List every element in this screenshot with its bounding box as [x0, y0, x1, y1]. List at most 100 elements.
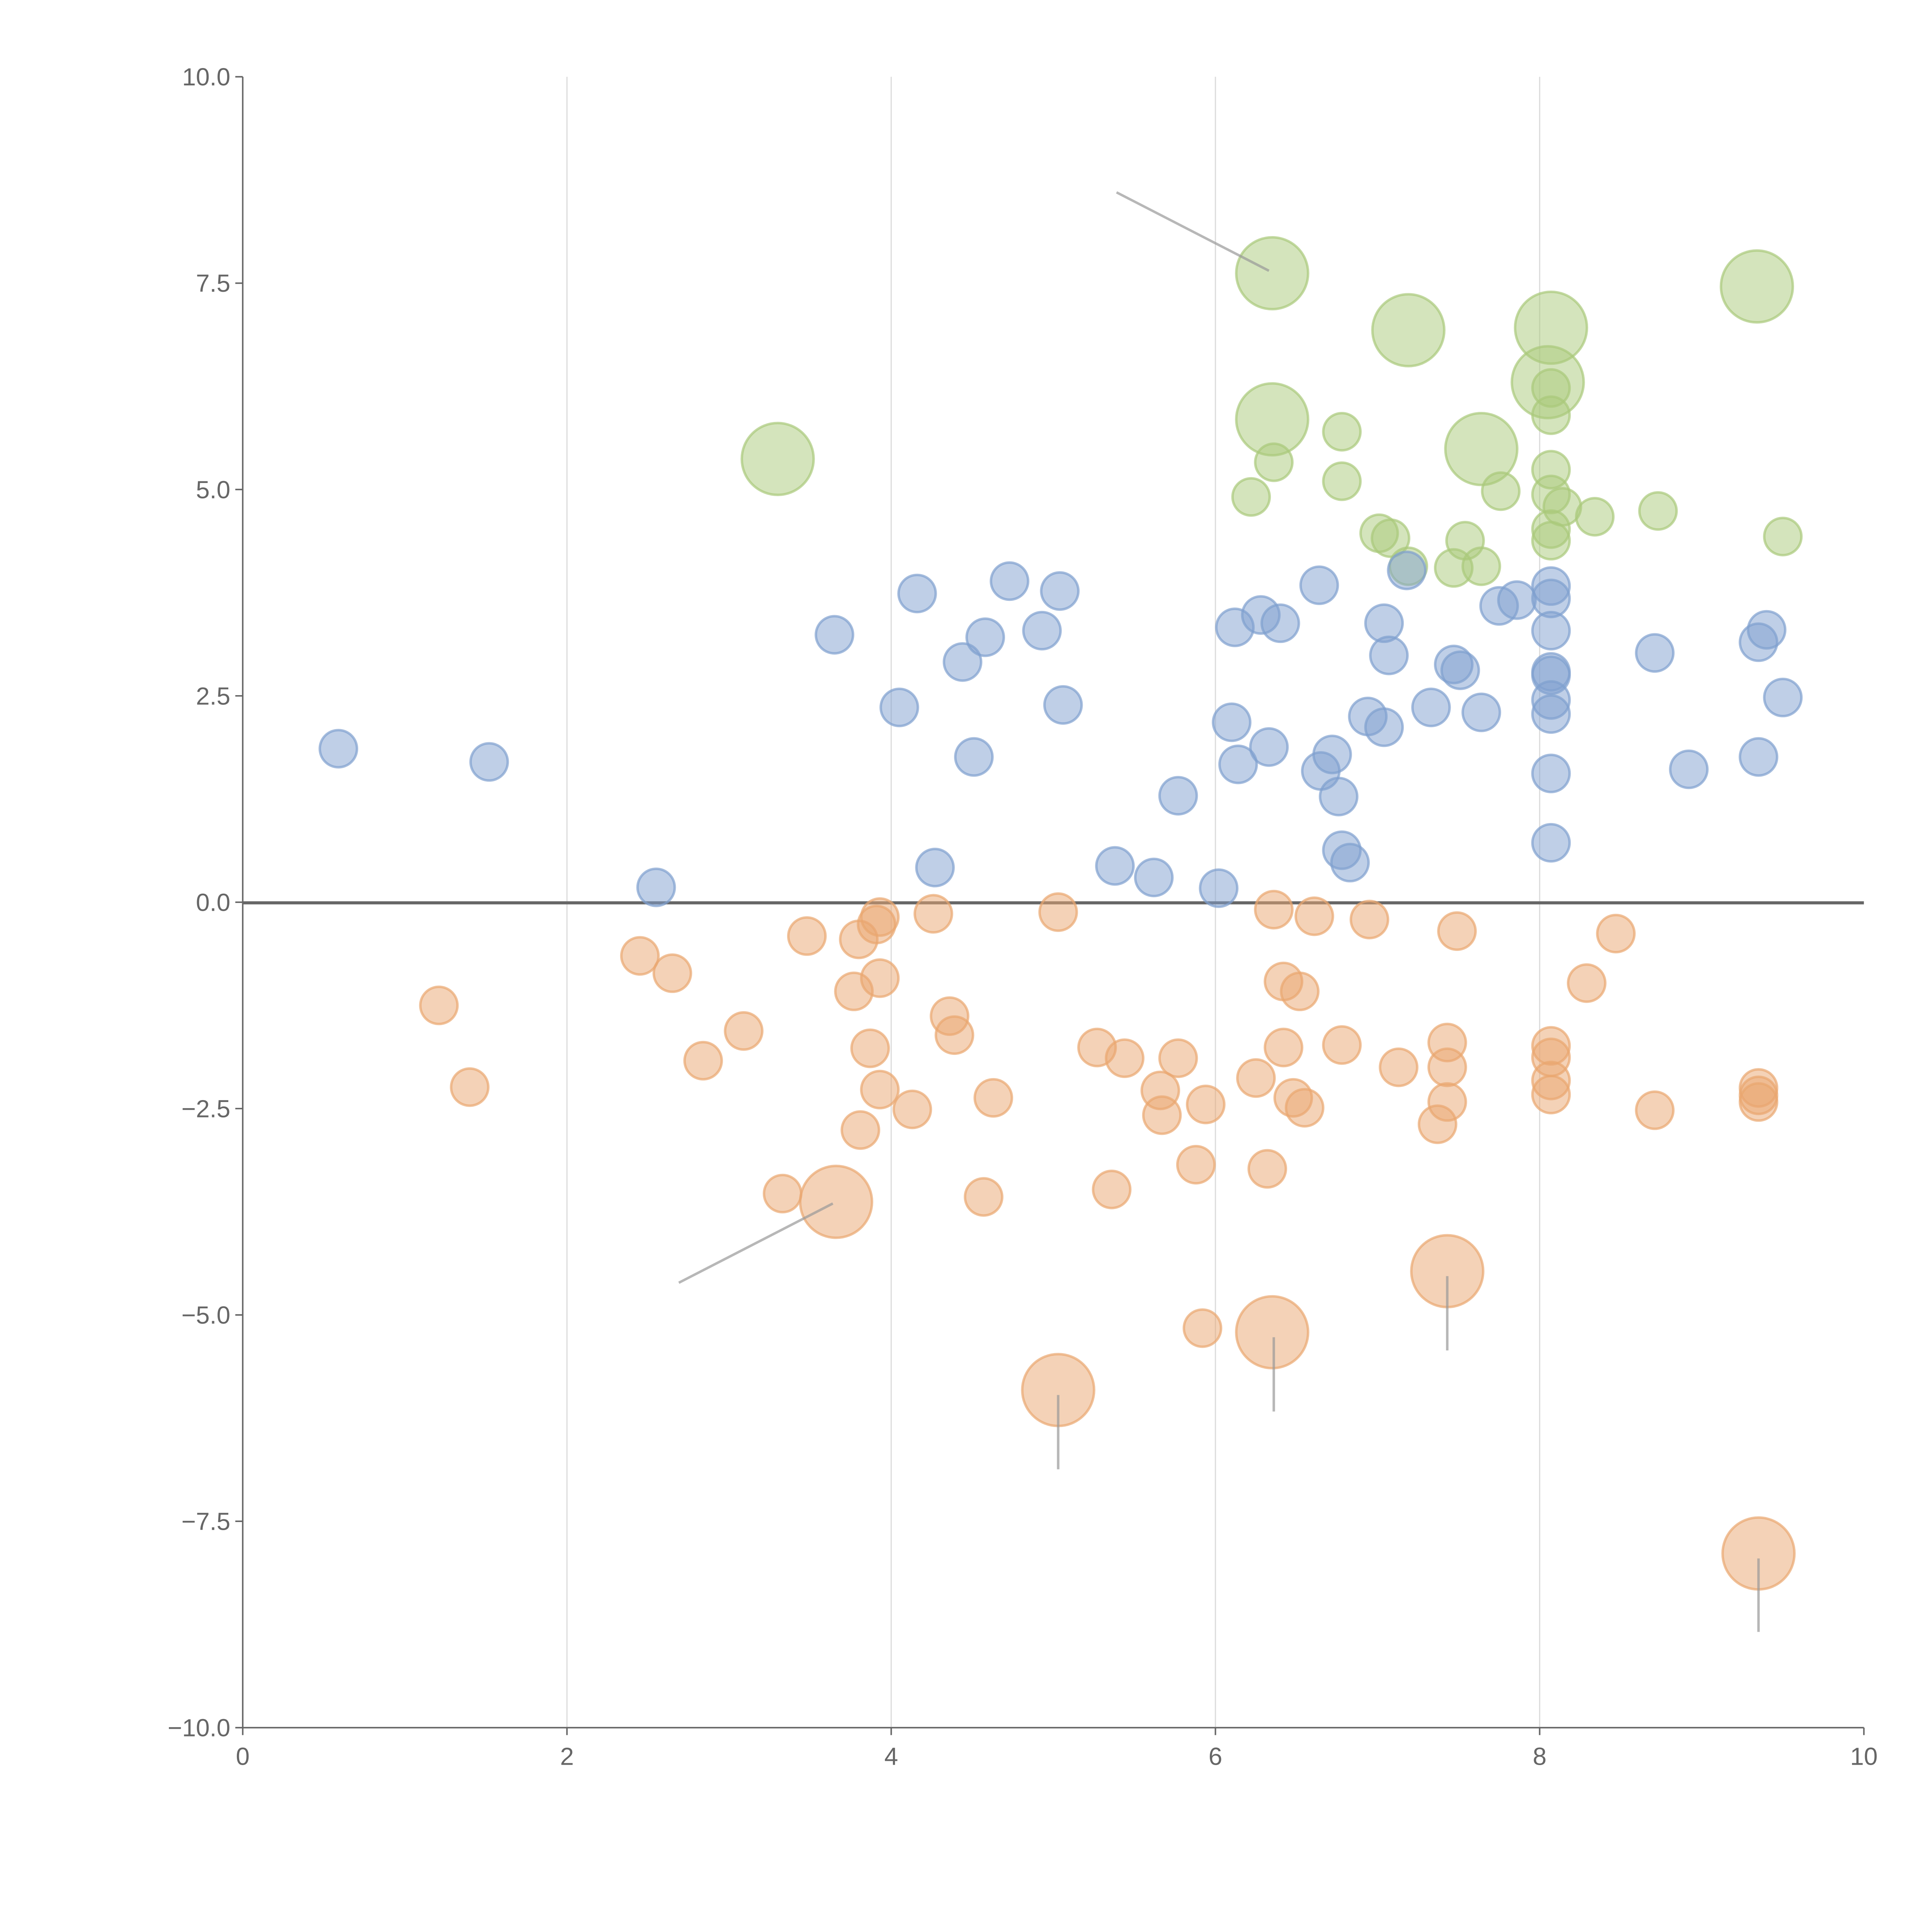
y-tick-label: −10.0 [168, 1714, 230, 1742]
data-point-blue [1461, 692, 1501, 732]
data-point-orange [1236, 1058, 1276, 1098]
data-point-blue [1299, 565, 1339, 605]
data-point-blue [1531, 694, 1571, 734]
data-point-green [1371, 518, 1410, 558]
data-point-orange [1531, 1075, 1571, 1114]
data-point-blue [897, 573, 937, 614]
data-point-blue [1738, 737, 1779, 777]
series-orange [419, 889, 1796, 1591]
data-point-blue [469, 742, 509, 782]
annotation-leader-line [1116, 191, 1270, 272]
data-point-blue [1369, 635, 1409, 675]
data-point-orange [1142, 1095, 1182, 1135]
data-point-green [1638, 491, 1678, 531]
data-point-orange [1182, 1308, 1223, 1348]
data-point-orange [1635, 1090, 1675, 1130]
data-point-orange [1567, 963, 1607, 1003]
data-point-blue [1199, 868, 1239, 908]
annotation-lines [678, 191, 1760, 1632]
data-point-blue [1022, 611, 1062, 651]
data-point-blue [1635, 633, 1675, 673]
data-point-blue [1040, 571, 1080, 611]
data-point-orange [1264, 1027, 1304, 1068]
data-point-orange [683, 1041, 723, 1081]
y-tick-label: 5.0 [196, 476, 230, 503]
data-point-blue [1669, 749, 1709, 789]
data-point-orange [1105, 1038, 1145, 1078]
y-tick-label: 0.0 [196, 888, 230, 916]
y-ticks: 10.0 7.5 5.0 2.5 0.0 −2.5 −5.0 −7.5 −10.0 [168, 63, 243, 1742]
data-point-blue [1043, 685, 1083, 725]
data-point-green [1531, 520, 1571, 561]
series-blue [318, 550, 1803, 908]
data-point-orange [860, 1070, 900, 1110]
data-point-blue [1212, 702, 1252, 742]
data-point-orange [799, 1165, 873, 1239]
data-point-blue [942, 642, 983, 682]
data-point-orange [934, 1015, 975, 1055]
x-tick-label: 4 [884, 1742, 898, 1770]
data-point-orange [913, 894, 953, 934]
y-tick-label: 7.5 [196, 269, 230, 297]
data-point-blue [1763, 677, 1803, 718]
data-point-orange [1437, 911, 1477, 951]
data-point-blue [1134, 857, 1174, 898]
data-point-blue [1364, 707, 1404, 747]
data-point-orange [1254, 889, 1294, 930]
data-point-blue [879, 687, 919, 728]
data-point-blue [636, 867, 676, 907]
data-point-orange [1349, 900, 1389, 940]
x-tick-label: 2 [560, 1742, 574, 1770]
data-point-green [1531, 368, 1571, 408]
data-point-blue [1531, 611, 1571, 651]
data-point-orange [1235, 1295, 1310, 1370]
data-point-orange [620, 936, 660, 976]
data-point-blue [1531, 753, 1571, 793]
data-point-orange [892, 1089, 932, 1129]
data-point-blue [815, 615, 854, 655]
x-tick-label: 0 [236, 1742, 250, 1770]
data-point-blue [1387, 550, 1427, 590]
data-point-orange [1186, 1085, 1226, 1124]
data-point-blue [954, 737, 994, 777]
data-point-orange [419, 985, 459, 1026]
data-point-green [1444, 412, 1519, 486]
data-point-blue [1319, 777, 1359, 816]
data-point-blue [915, 847, 955, 888]
data-point-green [1322, 461, 1362, 501]
series-green [740, 236, 1803, 588]
data-point-green [1371, 293, 1446, 367]
data-point-blue [1158, 776, 1198, 816]
data-point-orange [1247, 1149, 1287, 1189]
data-point-green [1719, 249, 1794, 324]
y-tick-label: −2.5 [182, 1095, 231, 1122]
data-point-orange [787, 916, 827, 956]
data-point-green [1235, 236, 1310, 311]
data-point-orange [1176, 1145, 1216, 1185]
data-point-green [1322, 412, 1362, 452]
data-point-blue [1260, 603, 1300, 643]
data-point-orange [1596, 913, 1636, 954]
data-point-orange [964, 1177, 1003, 1217]
data-point-orange [652, 953, 692, 993]
data-point-green [1763, 517, 1803, 556]
data-point-orange [1284, 1088, 1325, 1128]
data-point-blue [1218, 744, 1258, 784]
data-point-green [1254, 442, 1294, 482]
data-point-orange [840, 1110, 880, 1150]
data-point-blue [965, 617, 1005, 657]
data-point-blue [1747, 610, 1787, 650]
data-point-orange [1379, 1047, 1418, 1087]
data-point-orange [1038, 892, 1078, 932]
y-tick-label: 10.0 [182, 63, 230, 91]
data-point-orange [1280, 971, 1320, 1011]
data-point-orange [724, 1011, 764, 1051]
data-point-green [1481, 471, 1521, 511]
data-point-orange [860, 897, 900, 937]
data-point-orange [1158, 1038, 1198, 1078]
data-point-green [1575, 497, 1615, 537]
data-point-green [740, 422, 815, 496]
data-point-blue [1249, 727, 1289, 767]
data-point-orange [1738, 1082, 1779, 1122]
